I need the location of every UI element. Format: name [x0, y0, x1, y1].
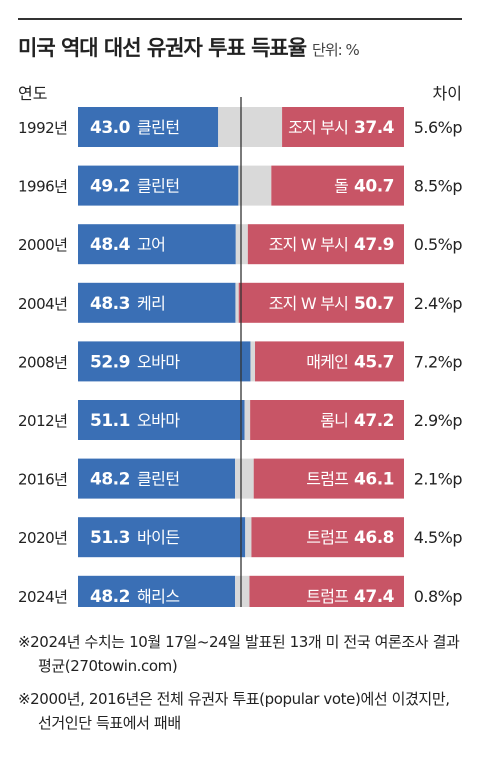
year-label: 2016년: [18, 471, 67, 489]
diff-value: 8.5%p: [414, 177, 463, 196]
chart-title: 미국 역대 대선 유권자 투표 득표율 단위: %: [18, 32, 360, 62]
rep-bar: [255, 341, 404, 382]
rep-candidate: 조지 W 부시: [269, 294, 348, 313]
diff-value: 0.8%p: [414, 587, 463, 606]
dem-value: 48.4: [90, 235, 131, 255]
year-label: 2020년: [18, 529, 67, 547]
gap-bar: [235, 224, 248, 265]
dem-candidate: 오바마: [137, 411, 180, 430]
dem-candidate: 고어: [137, 235, 165, 254]
dem-bar: [78, 400, 245, 440]
footnote-2: ※2000년, 2016년은 전체 유권자 투표(popular vote)에선…: [18, 690, 450, 732]
year-label: 2012년: [18, 412, 67, 430]
rep-value: 47.2: [354, 411, 394, 431]
rep-value: 37.4: [354, 118, 395, 138]
rep-value: 47.4: [354, 587, 395, 607]
rep-candidate: 롬니: [320, 411, 348, 430]
year-label: 1992년: [18, 119, 67, 137]
dem-value: 49.2: [90, 177, 130, 197]
gap-bar: [245, 517, 252, 558]
year-header: 연도: [18, 84, 48, 103]
gap-bar: [235, 575, 250, 607]
rep-bar: [253, 458, 404, 499]
rep-value: 46.1: [354, 470, 394, 490]
rep-bar: [271, 165, 404, 206]
rep-candidate: 매케인: [306, 352, 348, 371]
dem-value: 48.2: [90, 470, 130, 490]
gap-bar: [218, 107, 283, 147]
dem-bar: [78, 575, 236, 607]
year-label: 2004년: [18, 295, 67, 313]
rep-bar: [251, 517, 404, 558]
dem-value: 48.3: [90, 294, 130, 314]
gap-bar: [235, 458, 254, 499]
rep-candidate: 조지 부시: [288, 118, 348, 137]
dem-value: 52.9: [90, 352, 130, 372]
dem-candidate: 해리스: [137, 587, 180, 606]
rep-value: 47.9: [354, 235, 394, 255]
diff-value: 0.5%p: [414, 235, 463, 254]
dem-bar: [78, 517, 246, 558]
year-label: 2008년: [18, 353, 67, 371]
dem-candidate: 바이든: [137, 528, 180, 547]
diff-value: 2.9%p: [414, 411, 463, 430]
rep-bar: [250, 400, 404, 440]
gap-bar: [235, 282, 239, 323]
rep-value: 40.7: [354, 177, 394, 197]
dem-bar: [78, 224, 236, 265]
dem-candidate: 케리: [137, 294, 165, 313]
dem-bar: [78, 282, 236, 323]
dem-candidate: 클린턴: [137, 177, 180, 196]
year-label: 1996년: [18, 178, 67, 196]
rep-bar: [238, 282, 404, 323]
rep-candidate: 조지 W 부시: [269, 235, 348, 254]
gap-bar: [238, 165, 272, 206]
diff-value: 5.6%p: [414, 118, 463, 137]
rep-value: 50.7: [354, 294, 394, 314]
dem-bar: [78, 165, 239, 206]
rep-candidate: 트럼프: [306, 470, 348, 489]
vote-share-chart: 1992년 43.0 클린턴 37.4 조지 부시 5.6%p 1996년 49.2 클린턴 40…: [18, 97, 463, 607]
unit-label: 단위: %: [312, 41, 360, 59]
rep-candidate: 트럼프: [306, 587, 348, 606]
gap-bar: [250, 341, 256, 382]
dem-value: 43.0: [90, 118, 131, 138]
top-rule: [18, 18, 462, 20]
dem-value: 51.3: [90, 528, 130, 548]
dem-candidate: 클린턴: [137, 470, 180, 489]
title-text: 미국 역대 대선 유권자 투표 득표율: [18, 36, 307, 60]
footnote-1: ※2024년 수치는 10월 17일~24일 발표된 13개 미 전국 여론조사…: [18, 633, 460, 675]
rep-value: 46.8: [354, 528, 394, 548]
rep-bar: [249, 575, 404, 607]
year-label: 2000년: [18, 236, 67, 254]
gap-bar: [244, 400, 251, 440]
dem-bar: [78, 107, 219, 147]
dem-bar: [78, 341, 251, 382]
diff-header: 차이: [432, 84, 462, 103]
dem-value: 48.2: [90, 587, 130, 607]
rep-bar: [247, 224, 404, 265]
dem-candidate: 클린턴: [137, 118, 180, 137]
footnotes: ※2024년 수치는 10월 17일~24일 발표된 13개 미 전국 여론조사…: [18, 630, 464, 744]
dem-bar: [78, 458, 236, 499]
year-label: 2024년: [18, 588, 67, 606]
dem-value: 51.1: [90, 411, 130, 431]
diff-value: 4.5%p: [414, 528, 463, 547]
rep-value: 45.7: [354, 352, 394, 372]
diff-value: 7.2%p: [414, 352, 463, 371]
diff-value: 2.4%p: [414, 294, 463, 313]
rep-candidate: 돌: [334, 177, 348, 196]
dem-candidate: 오바마: [137, 352, 180, 371]
diff-value: 2.1%p: [414, 470, 463, 489]
rep-candidate: 트럼프: [306, 528, 348, 547]
rep-bar: [282, 107, 404, 147]
